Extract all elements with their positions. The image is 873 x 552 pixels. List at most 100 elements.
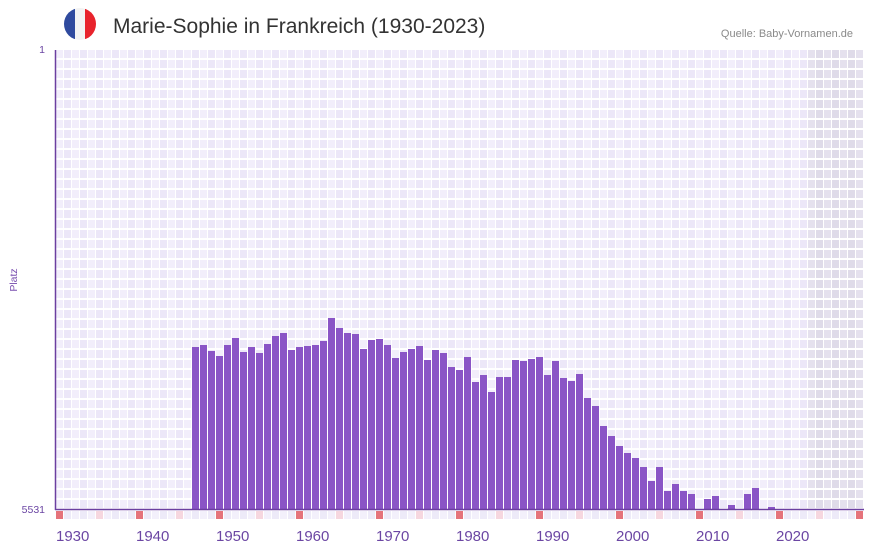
bar-1969 — [368, 340, 375, 509]
bar-2014 — [728, 505, 735, 509]
bar-1988 — [520, 361, 527, 509]
y-tick-label-bottom: 5531 — [21, 504, 45, 516]
bar-2008 — [680, 491, 687, 509]
x-tick-labels: 1930 1940 1950 1960 1970 1980 1990 2000 2010 2020 — [56, 528, 809, 545]
decade-marker — [296, 511, 303, 519]
decade-marker — [56, 511, 63, 519]
bar-2011 — [704, 499, 711, 509]
decade-marker — [456, 511, 463, 519]
bar-1957 — [272, 336, 279, 509]
flag-red-stripe — [85, 8, 96, 40]
half-decade-marker — [576, 511, 583, 519]
bar-1984 — [488, 392, 495, 509]
bar-1961 — [304, 346, 311, 509]
decade-marker — [696, 511, 703, 519]
bar-1974 — [408, 349, 415, 509]
bar-1991 — [544, 375, 551, 509]
bar-1971 — [384, 345, 391, 509]
bar-1962 — [312, 345, 319, 509]
decade-marker — [616, 511, 623, 519]
bar-1997 — [592, 406, 599, 509]
bar-1955 — [256, 353, 263, 509]
decade-marker — [136, 511, 143, 519]
bar-1967 — [352, 334, 359, 509]
bar-1972 — [392, 358, 399, 509]
flag-blue-stripe — [64, 8, 75, 40]
decade-marker — [856, 511, 863, 519]
bar-1983 — [480, 375, 487, 509]
bar-2019 — [768, 507, 775, 509]
chart-title: Marie-Sophie in Frankreich (1930-2023) — [113, 15, 486, 38]
future-years-region — [808, 50, 864, 510]
bar-2003 — [640, 467, 647, 509]
decade-marker — [216, 511, 223, 519]
x-tick-label-2020: 2020 — [776, 528, 809, 545]
x-tick-label-1940: 1940 — [136, 528, 169, 545]
x-tick-label-1930: 1930 — [56, 528, 89, 545]
bar-1956 — [264, 344, 271, 509]
bar-1979 — [448, 367, 455, 509]
france-flag-icon — [64, 8, 96, 40]
y-tick-label-top: 1 — [39, 44, 45, 56]
bar-1996 — [584, 398, 591, 509]
bar-1993 — [560, 378, 567, 509]
bar-1987 — [512, 360, 519, 509]
decade-marker — [376, 511, 383, 519]
x-tick-label-1980: 1980 — [456, 528, 489, 545]
bar-2002 — [632, 458, 639, 509]
bar-2001 — [624, 453, 631, 509]
bar-1964 — [328, 318, 335, 509]
bar-1954 — [248, 347, 255, 509]
bar-1949 — [208, 351, 215, 509]
x-tick-label-2000: 2000 — [616, 528, 649, 545]
decade-marker — [776, 511, 783, 519]
bar-1977 — [432, 350, 439, 509]
year-markers — [56, 511, 863, 519]
bar-1963 — [320, 341, 327, 509]
bar-2016 — [744, 494, 751, 509]
x-tick-label-1970: 1970 — [376, 528, 409, 545]
bars — [192, 318, 775, 509]
bar-1973 — [400, 352, 407, 509]
bar-1959 — [288, 350, 295, 509]
bar-1998 — [600, 426, 607, 509]
bar-1995 — [576, 374, 583, 509]
bar-1951 — [224, 345, 231, 509]
bar-1966 — [344, 333, 351, 509]
half-decade-marker — [496, 511, 503, 519]
bar-2006 — [664, 491, 671, 509]
bar-1978 — [440, 353, 447, 509]
bar-1976 — [424, 360, 431, 509]
bar-2017 — [752, 488, 759, 509]
flag-white-stripe — [75, 8, 85, 40]
decade-marker — [536, 511, 543, 519]
bar-1953 — [240, 352, 247, 509]
bar-1990 — [536, 357, 543, 509]
half-decade-marker — [96, 511, 103, 519]
half-decade-marker — [416, 511, 423, 519]
bar-1948 — [200, 345, 207, 509]
bar-1975 — [416, 346, 423, 509]
half-decade-marker — [256, 511, 263, 519]
bar-1981 — [464, 357, 471, 509]
bar-1994 — [568, 381, 575, 509]
bar-1958 — [280, 333, 287, 509]
half-decade-marker — [816, 511, 823, 519]
bar-1968 — [360, 349, 367, 509]
x-tick-label-1990: 1990 — [536, 528, 569, 545]
bar-2009 — [688, 494, 695, 509]
bar-1965 — [336, 328, 343, 509]
bar-2004 — [648, 481, 655, 509]
x-tick-label-1950: 1950 — [216, 528, 249, 545]
bar-1999 — [608, 436, 615, 509]
bar-1989 — [528, 359, 535, 509]
x-tick-label-2010: 2010 — [696, 528, 729, 545]
bar-1985 — [496, 377, 503, 509]
bar-1970 — [376, 339, 383, 509]
bar-1986 — [504, 377, 511, 509]
bar-2005 — [656, 467, 663, 509]
half-decade-marker — [176, 511, 183, 519]
source-credit: Quelle: Baby-Vornamen.de — [720, 28, 853, 40]
bar-1960 — [296, 347, 303, 509]
